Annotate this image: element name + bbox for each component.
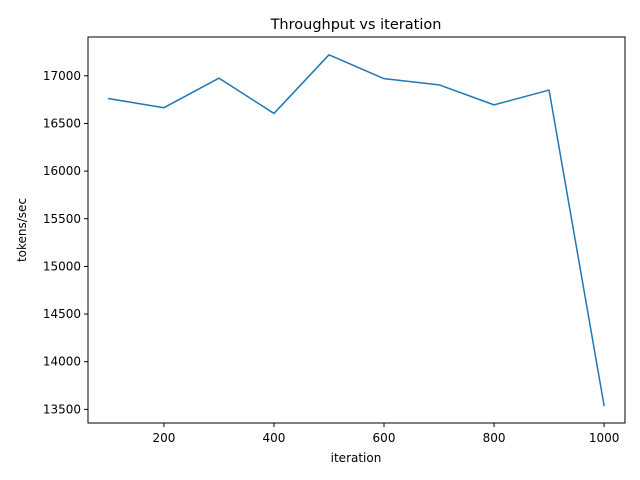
y-tick-label: 17000 <box>43 69 81 83</box>
x-tick-label: 800 <box>483 431 506 445</box>
y-tick-label: 16500 <box>43 116 81 130</box>
y-tick-label: 14500 <box>43 307 81 321</box>
x-tick-label: 200 <box>152 431 175 445</box>
axis-ticks: 200 400 600 800 1000 13500 14000 14500 15000 1550… <box>43 69 620 445</box>
x-tick-label: 1000 <box>589 431 620 445</box>
x-tick-label: 600 <box>373 431 396 445</box>
series-line <box>108 54 605 407</box>
y-tick-label: 14000 <box>43 355 81 369</box>
y-tick-label: 16000 <box>43 164 81 178</box>
y-tick-label: 15500 <box>43 212 81 226</box>
y-axis-label: tokens/sec <box>15 198 29 262</box>
plot-frame <box>87 36 626 424</box>
chart-title: Throughput vs iteration <box>270 17 442 33</box>
x-tick-label: 400 <box>263 431 286 445</box>
plot-area <box>108 54 605 407</box>
y-tick-label: 15000 <box>43 259 81 273</box>
x-axis-label: iteration <box>331 451 382 465</box>
y-tick-label: 13500 <box>43 402 81 416</box>
